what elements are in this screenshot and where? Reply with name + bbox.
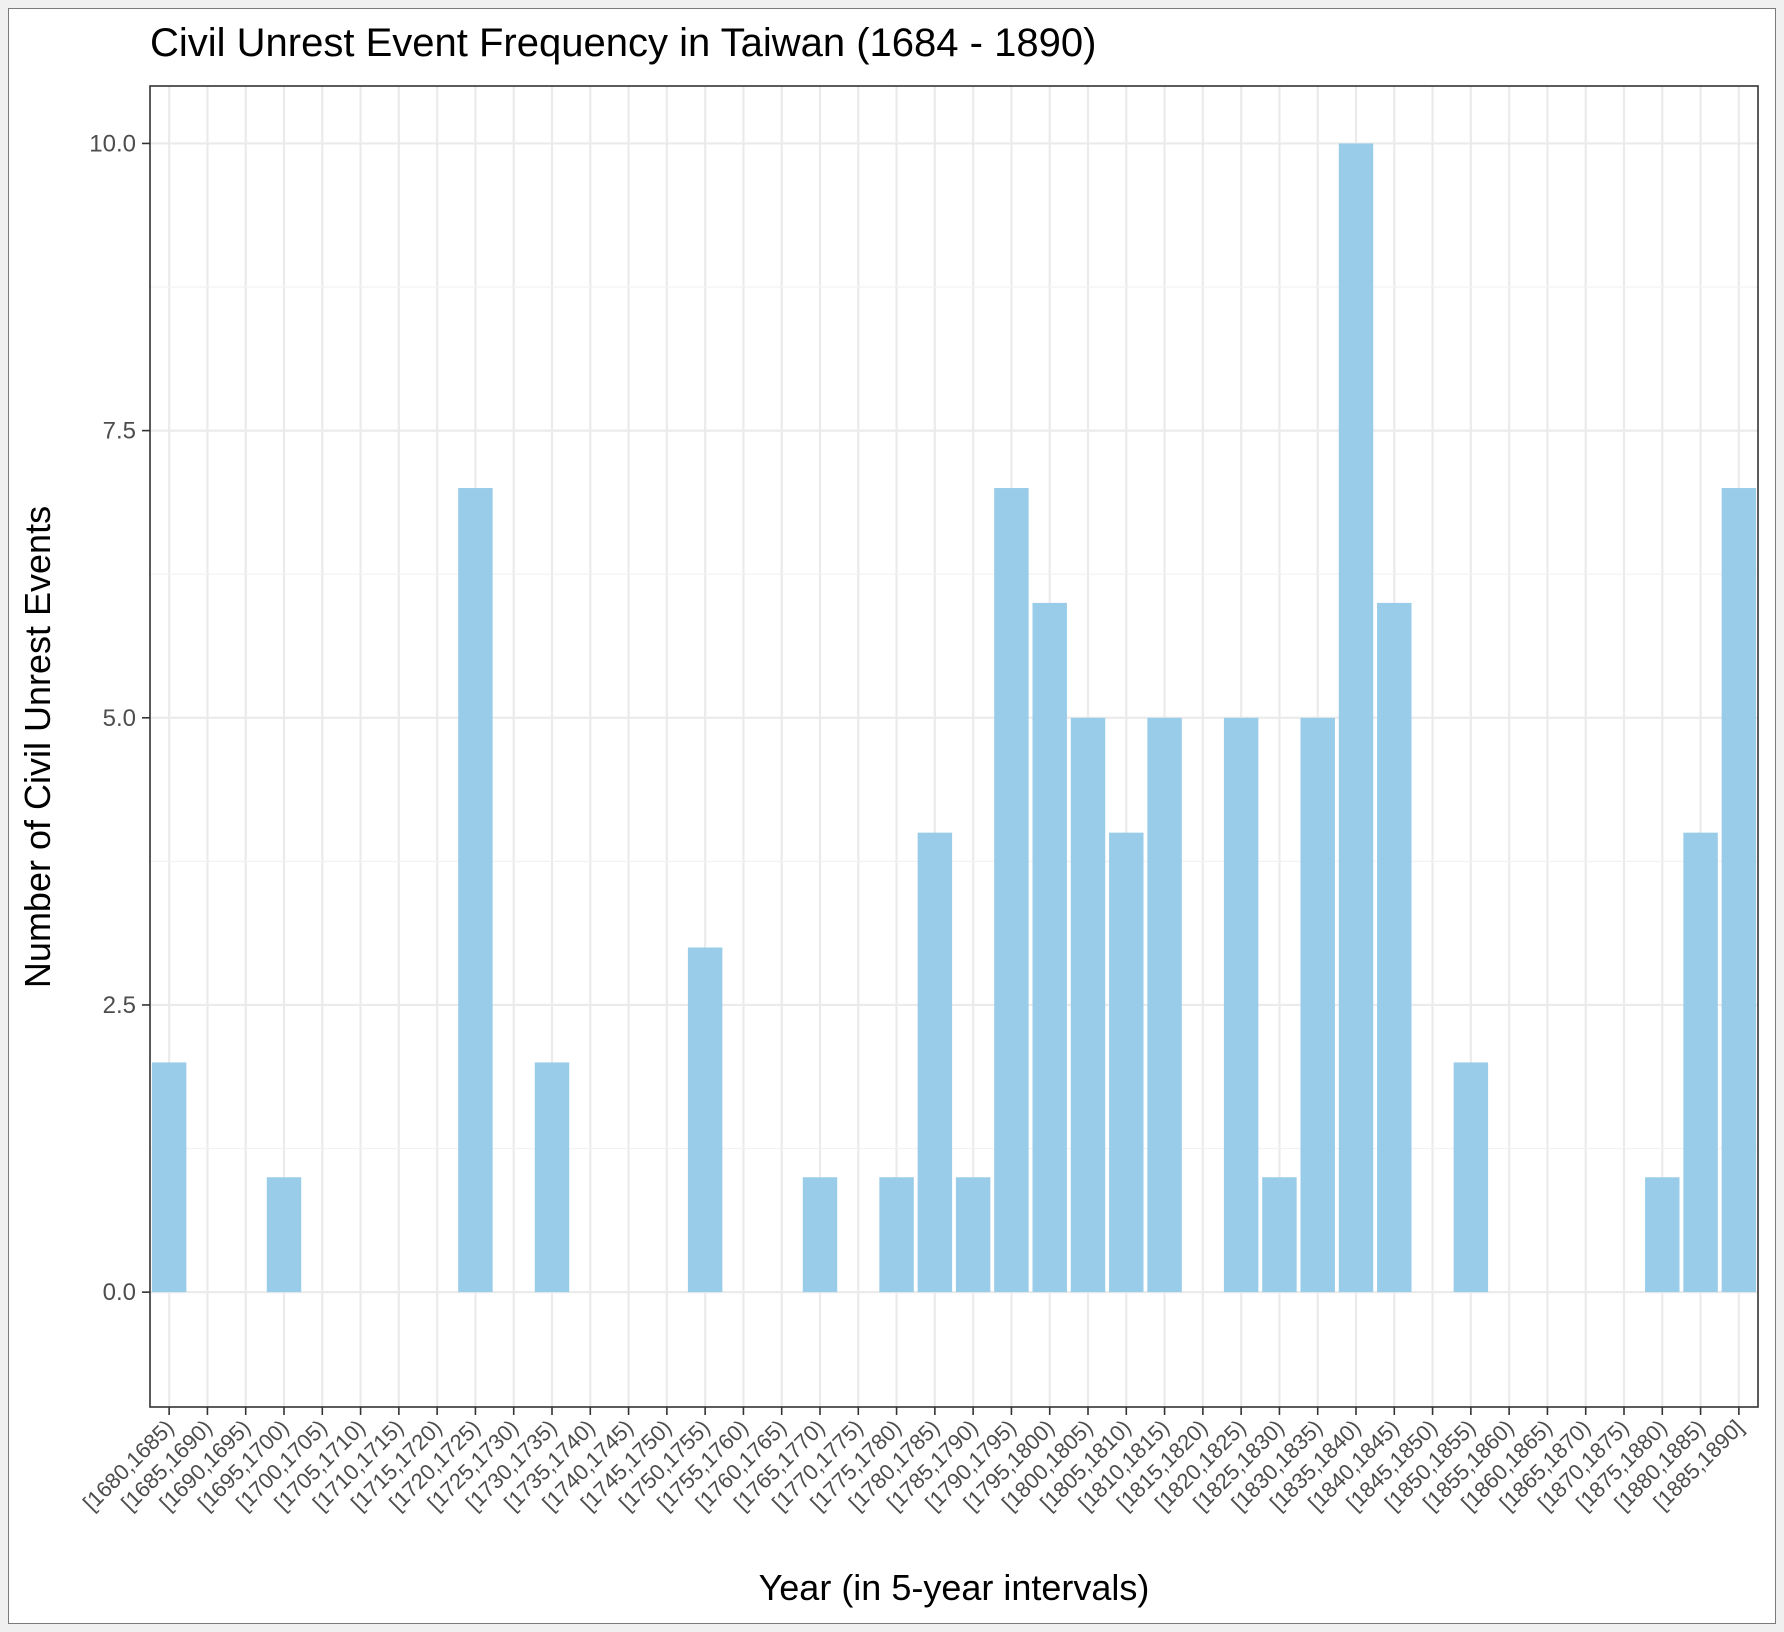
y-tick-label: 5.0 bbox=[103, 705, 136, 732]
x-axis-title: Year (in 5-year intervals) bbox=[759, 1567, 1150, 1608]
bar-[1730,1735) bbox=[534, 1062, 570, 1293]
chart-window bbox=[8, 8, 1776, 1624]
bar-[1820,1825) bbox=[1223, 717, 1259, 1293]
chart-title: Civil Unrest Event Frequency in Taiwan (… bbox=[150, 21, 1096, 65]
major-gridlines bbox=[150, 86, 1758, 1407]
y-axis-title: Number of Civil Unrest Events bbox=[17, 506, 58, 988]
plot-panel-border bbox=[149, 85, 1759, 1408]
minor-gridlines bbox=[150, 286, 1758, 1150]
bar-[1790,1795) bbox=[994, 488, 1029, 1293]
bar-[1835,1840) bbox=[1338, 143, 1374, 1293]
bar-[1780,1785) bbox=[917, 832, 953, 1293]
bar-[1810,1815) bbox=[1147, 717, 1182, 1293]
y-tick-label: 0.0 bbox=[103, 1279, 136, 1306]
bar-[1750,1755) bbox=[687, 947, 723, 1293]
y-tick-label: 7.5 bbox=[103, 418, 136, 445]
y-axis: 0.0 2.5 5.0 7.5 10.0 bbox=[89, 130, 150, 1306]
y-tick-label: 10.0 bbox=[89, 130, 136, 157]
bar-[1880,1885) bbox=[1683, 832, 1718, 1293]
bars bbox=[151, 143, 1757, 1293]
bar-[1800,1805) bbox=[1070, 717, 1106, 1293]
bar-[1830,1835) bbox=[1300, 717, 1335, 1293]
bar-[1785,1790) bbox=[955, 1177, 991, 1293]
bar-[1795,1800) bbox=[1032, 602, 1067, 1293]
bar-[1765,1770) bbox=[802, 1177, 838, 1293]
bar-[1720,1725) bbox=[458, 488, 493, 1293]
bar-[1850,1855) bbox=[1453, 1062, 1489, 1293]
y-tick-label: 2.5 bbox=[103, 992, 136, 1019]
x-axis: [1680,1685)[1685,1690)[1690,1695)[1695,1… bbox=[78, 1407, 1748, 1516]
bar-[1840,1845) bbox=[1377, 602, 1412, 1293]
bar-[1885,1890] bbox=[1721, 488, 1757, 1293]
bar-[1805,1810) bbox=[1109, 832, 1144, 1293]
bar-[1775,1780) bbox=[879, 1177, 914, 1293]
bar-[1825,1830) bbox=[1262, 1177, 1297, 1293]
bar-[1695,1700) bbox=[266, 1177, 302, 1293]
bar-[1680,1685) bbox=[151, 1062, 187, 1293]
bar-[1875,1880) bbox=[1645, 1177, 1680, 1293]
